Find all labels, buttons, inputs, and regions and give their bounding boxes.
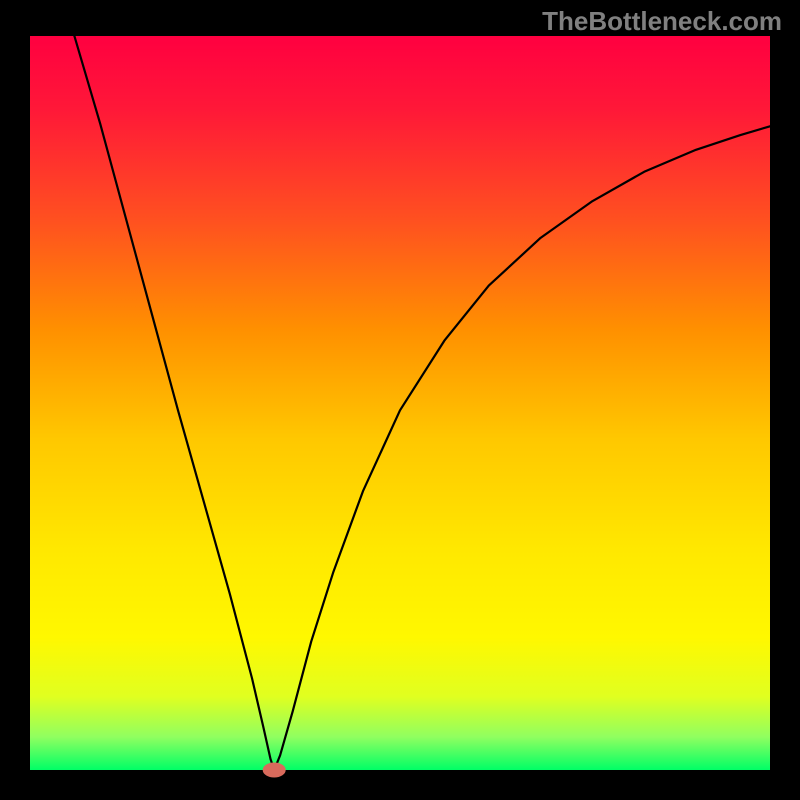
curve-layer [0,0,800,800]
vertex-marker [263,763,285,777]
chart-container: TheBottleneck.com [0,0,800,800]
plot-background [30,36,770,770]
